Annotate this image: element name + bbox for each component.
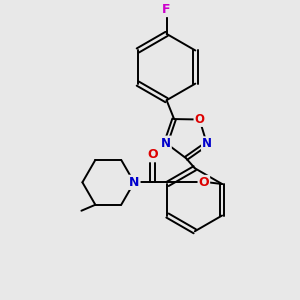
Text: N: N: [161, 136, 171, 149]
Text: O: O: [194, 113, 205, 126]
Text: N: N: [129, 176, 140, 189]
Text: O: O: [199, 176, 209, 189]
Text: N: N: [202, 137, 212, 150]
Text: O: O: [147, 148, 158, 161]
Text: F: F: [162, 3, 171, 16]
Text: N: N: [129, 176, 140, 189]
